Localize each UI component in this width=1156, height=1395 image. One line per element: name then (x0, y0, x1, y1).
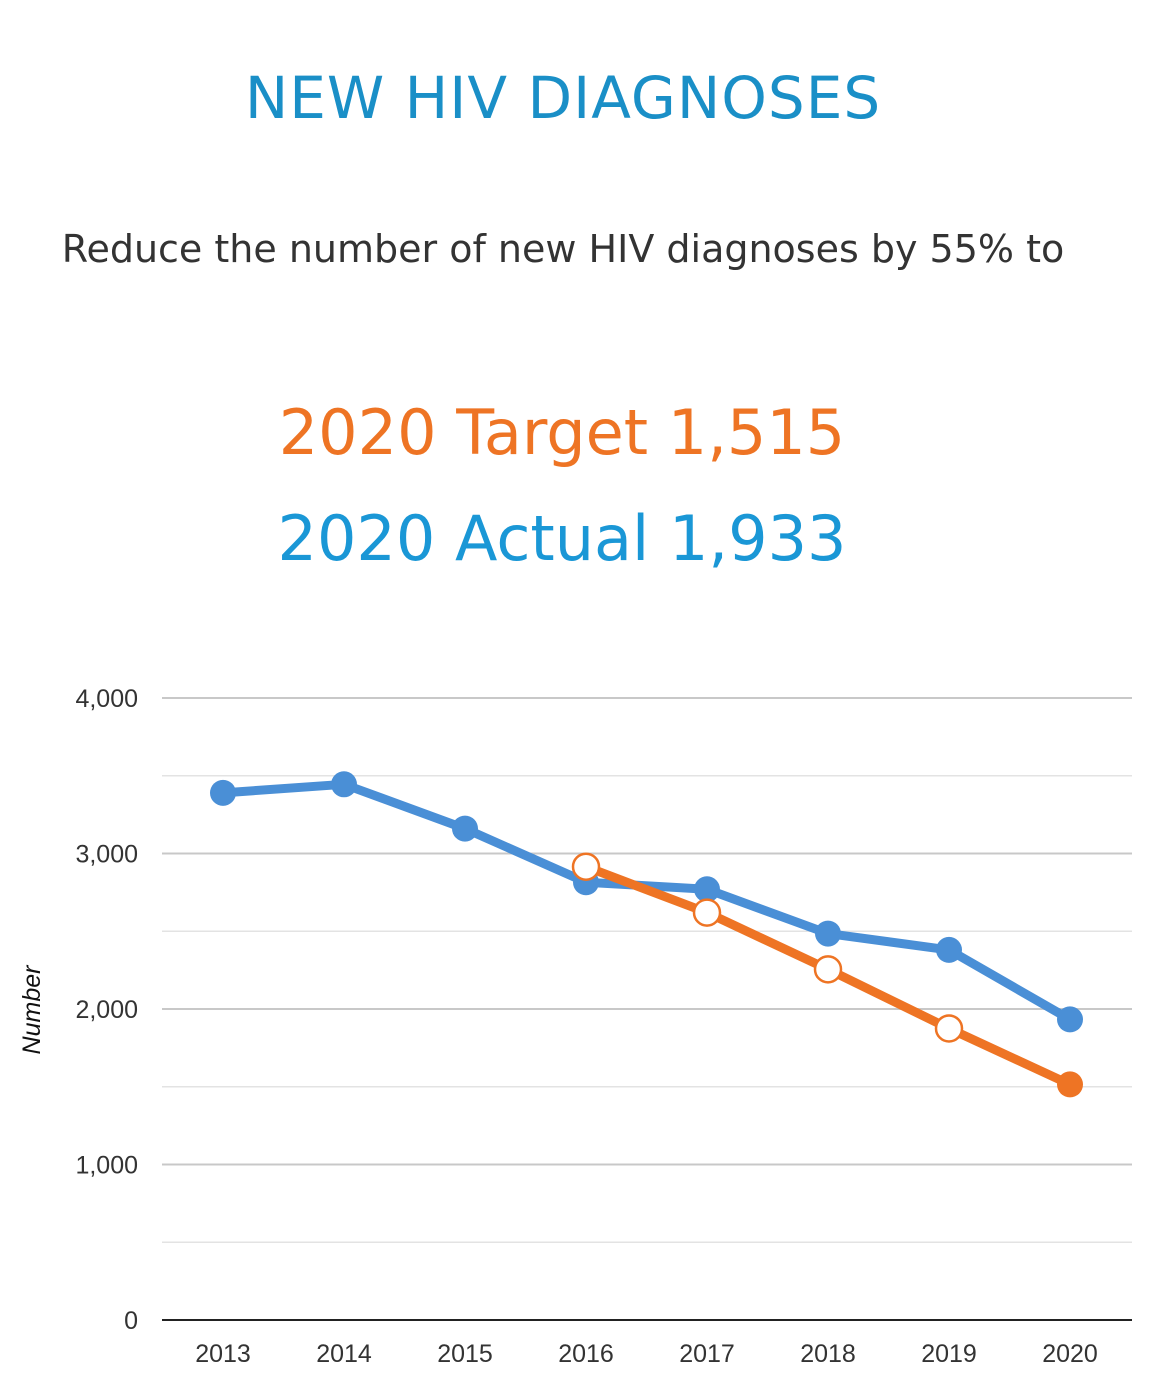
x-tick-label: 2017 (679, 1340, 735, 1368)
actual-data-point (331, 771, 357, 798)
x-tick-label: 2018 (800, 1340, 856, 1368)
target-data-point (813, 955, 843, 984)
target-data-point (1057, 1071, 1083, 1098)
x-tick-label: 2019 (921, 1340, 977, 1368)
x-tick-label: 2013 (195, 1340, 251, 1368)
target-callout: 2020 Target 1,515 (278, 396, 846, 469)
y-axis-label: Number (18, 964, 46, 1055)
chart-subtitle: Reduce the number of new HIV diagnoses b… (61, 227, 1065, 271)
actual-data-point (936, 936, 962, 963)
chart-title: NEW HIV DIAGNOSES (244, 64, 882, 132)
x-axis-ticks: 2013 2014 2015 2016 2017 2018 2019 2020 (195, 1340, 1098, 1368)
x-tick-label: 2016 (558, 1340, 614, 1368)
actual-data-point (452, 815, 478, 842)
y-tick-label: 2,000 (75, 996, 138, 1024)
y-tick-label: 3,000 (75, 841, 138, 869)
gridlines (162, 697, 1132, 1321)
y-tick-label: 4,000 (75, 685, 138, 713)
y-tick-label: 0 (124, 1307, 138, 1335)
x-tick-label: 2014 (316, 1340, 372, 1368)
actual-data-point (694, 876, 720, 903)
target-data-point (571, 852, 601, 881)
y-tick-label: 1,000 (75, 1152, 138, 1180)
x-tick-label: 2015 (437, 1340, 493, 1368)
series-layer (210, 771, 1083, 1098)
target-data-point (692, 898, 722, 927)
actual-data-point (815, 920, 841, 947)
actual-data-point (210, 779, 236, 806)
x-tick-label: 2020 (1042, 1340, 1098, 1368)
target-data-point (934, 1014, 964, 1043)
actual-callout: 2020 Actual 1,933 (277, 502, 847, 575)
actual-series-line (218, 779, 1075, 1024)
actual-data-point (1057, 1006, 1083, 1033)
y-axis-ticks: 0 1,000 2,000 3,000 4,000 (75, 685, 138, 1335)
